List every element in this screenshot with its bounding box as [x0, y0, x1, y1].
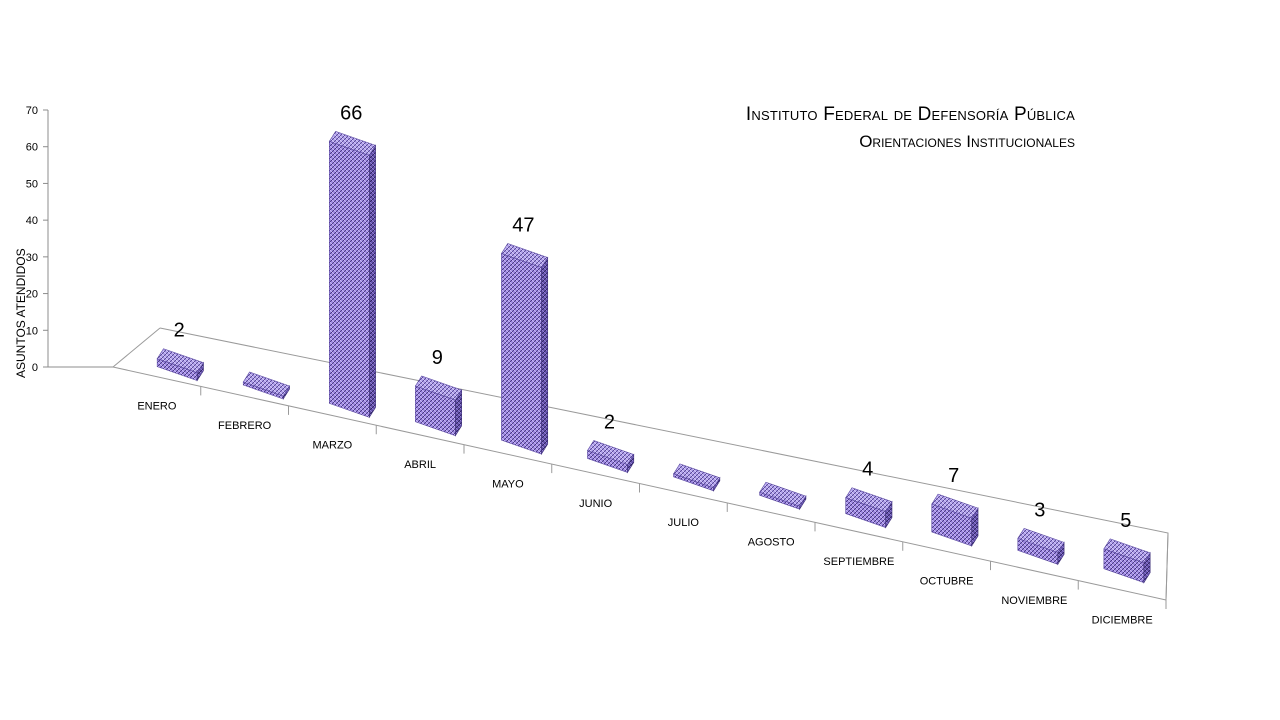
bar-data-label: 2	[174, 320, 185, 342]
y-tick-label: 40	[26, 215, 38, 227]
y-tick-label: 70	[26, 105, 38, 117]
x-category-label: FEBRERO	[218, 420, 272, 432]
bar-data-label: 4	[862, 459, 873, 481]
chart-bars	[156, 130, 1151, 584]
bar	[759, 481, 807, 511]
x-category-label: JULIO	[668, 517, 700, 529]
bar-top-face	[673, 463, 721, 489]
bar	[500, 243, 549, 456]
bar	[1103, 538, 1151, 584]
bar-data-label: 9	[432, 347, 443, 369]
x-category-label: MAYO	[492, 478, 524, 490]
bar-data-label: 47	[512, 215, 534, 237]
bar	[414, 375, 463, 437]
bar	[242, 371, 290, 401]
bar-top-face	[1017, 528, 1065, 553]
chart-axes: 0 10 20 30 40 50 60 70	[26, 105, 1169, 609]
x-category-label: AGOSTO	[748, 537, 795, 549]
chart-subtitle: Orientaciones Institucionales	[859, 132, 1075, 151]
bar-top-face	[1103, 538, 1151, 564]
y-tick-label: 50	[26, 178, 38, 190]
x-category-label: ENERO	[137, 401, 177, 413]
bar-top-face	[845, 487, 893, 513]
x-category-label: DICIEMBRE	[1092, 614, 1153, 626]
floor-right-edge	[1165, 532, 1169, 601]
bar	[931, 493, 979, 547]
bar-data-label: 66	[340, 102, 362, 124]
y-tick-label: 10	[26, 325, 38, 337]
bar-side-face	[369, 144, 376, 419]
bar-data-label: 2	[604, 412, 615, 434]
bar	[673, 463, 721, 492]
x-category-label: NOVIEMBRE	[1001, 595, 1067, 607]
chart-title-block: Instituto Federal de Defensoría Pública …	[746, 104, 1075, 152]
bar-front-face	[329, 140, 370, 418]
bar-side-face	[541, 256, 549, 456]
bar-data-label: 3	[1034, 499, 1045, 521]
bar-top-face	[328, 130, 377, 156]
y-tick-label: 20	[26, 289, 38, 301]
x-category-label: ABRIL	[404, 459, 436, 471]
bar	[1017, 528, 1065, 566]
bar-top-face	[414, 375, 463, 401]
bar-data-label: 5	[1120, 510, 1131, 532]
floor-left-edge	[112, 327, 161, 368]
chart-title: Instituto Federal de Defensoría Pública	[745, 104, 1075, 125]
x-category-label: JUNIO	[579, 498, 612, 510]
bar	[845, 487, 893, 529]
y-axis-title: ASUNTOS ATENDIDOS	[14, 248, 28, 378]
bar-top-face	[759, 481, 807, 507]
bar-top-face	[500, 243, 549, 268]
y-tick-label: 30	[26, 252, 38, 264]
y-tick-label: 60	[26, 142, 38, 154]
bar-top-face	[156, 348, 204, 374]
bar	[328, 130, 377, 419]
bar-data-label: 7	[948, 465, 959, 487]
bar	[587, 440, 635, 474]
bar-top-face	[242, 371, 290, 397]
x-category-label: OCTUBRE	[920, 575, 974, 587]
chart-floor	[112, 327, 1169, 601]
x-category-label: SEPTIEMBRE	[823, 556, 894, 568]
bar-front-face	[501, 253, 542, 455]
bar	[156, 348, 204, 382]
x-category-label: MARZO	[313, 440, 353, 452]
bar-top-face	[587, 440, 635, 465]
y-tick-label: 0	[32, 362, 38, 374]
bar-top-face	[931, 493, 979, 519]
